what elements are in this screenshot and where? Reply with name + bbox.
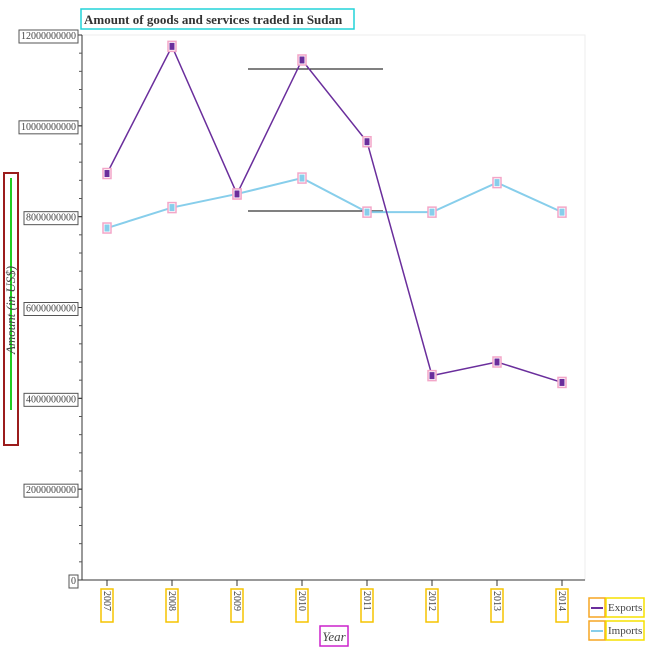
series-exports — [102, 40, 567, 389]
series-line-exports — [106, 44, 563, 384]
data-point — [364, 138, 370, 146]
x-axis-title-text: Year — [322, 629, 346, 644]
x-tick-label-box — [360, 588, 374, 623]
x-axis-title: Year — [319, 625, 349, 647]
series-line-imports — [106, 177, 563, 229]
data-point — [169, 204, 175, 212]
x-tick-label: 2012 — [426, 591, 437, 611]
legend-label: Exports — [608, 602, 642, 614]
data-point — [494, 179, 500, 187]
x-tick-label: 2014 — [556, 591, 567, 611]
y-tick-label-box — [23, 483, 79, 498]
y-tick-label: 10000000000 — [21, 122, 76, 133]
y-tick-label: 8000000000 — [26, 213, 76, 224]
data-point — [299, 56, 305, 64]
y-tick-label-box — [18, 120, 79, 135]
x-tick-label: 2013 — [491, 591, 502, 611]
x-tick-label: 2007 — [101, 591, 112, 611]
y-tick-label: 6000000000 — [26, 304, 76, 315]
y-tick-label-box — [23, 211, 79, 226]
y-tick-label: 4000000000 — [26, 394, 76, 405]
x-tick-label-box — [490, 588, 504, 623]
x-tick-label-box — [555, 588, 569, 623]
x-tick-label-box — [230, 588, 244, 623]
y-axis-title-text: Amount (in US$) — [3, 266, 18, 355]
legend-item-imports: Imports — [588, 620, 645, 641]
data-point — [494, 358, 500, 366]
y-axis-title: Amount (in US$) — [3, 172, 19, 446]
data-point — [559, 378, 565, 386]
data-point — [559, 208, 565, 216]
x-tick-label-box — [295, 588, 309, 623]
x-tick-label: 2011 — [361, 591, 372, 611]
x-tick-label-box — [165, 588, 179, 623]
legend: Exports Imports — [588, 597, 645, 641]
data-point — [299, 174, 305, 182]
y-tick-label-box — [23, 302, 79, 316]
data-point — [104, 224, 110, 232]
chart-title: Amount of goods and services traded in S… — [80, 8, 355, 30]
legend-label-box — [605, 620, 645, 641]
legend-label: Imports — [608, 625, 642, 637]
data-point — [429, 372, 435, 380]
x-axis-ticks: 2007 2008 2009 2010 2011 2012 2013 2014 — [100, 580, 569, 623]
x-tick-label: 2010 — [296, 591, 307, 611]
series-layer — [102, 40, 567, 389]
x-tick-label: 2008 — [166, 591, 177, 611]
legend-item-exports: Exports — [588, 597, 645, 618]
data-point — [429, 208, 435, 216]
y-axis-ticks: 0 2000000000 4000000000 6000000000 800000000… — [18, 29, 82, 589]
y-tick-label: 12000000000 — [21, 31, 76, 42]
plot-area — [81, 34, 586, 581]
x-tick-label: 2009 — [231, 591, 242, 611]
y-tick-label-box — [68, 574, 79, 589]
x-tick-label-box — [100, 588, 114, 623]
legend-label-box — [605, 597, 645, 618]
y-tick-label: 0 — [71, 576, 76, 587]
y-tick-label-box — [23, 392, 79, 407]
chart-title-text: Amount of goods and services traded in S… — [84, 12, 343, 27]
y-tick-label-box — [18, 29, 79, 44]
x-tick-label-box — [425, 588, 439, 623]
data-point — [169, 42, 175, 50]
data-point — [104, 170, 110, 178]
data-point — [234, 190, 240, 198]
y-tick-label: 2000000000 — [26, 485, 76, 496]
data-point — [364, 208, 370, 216]
